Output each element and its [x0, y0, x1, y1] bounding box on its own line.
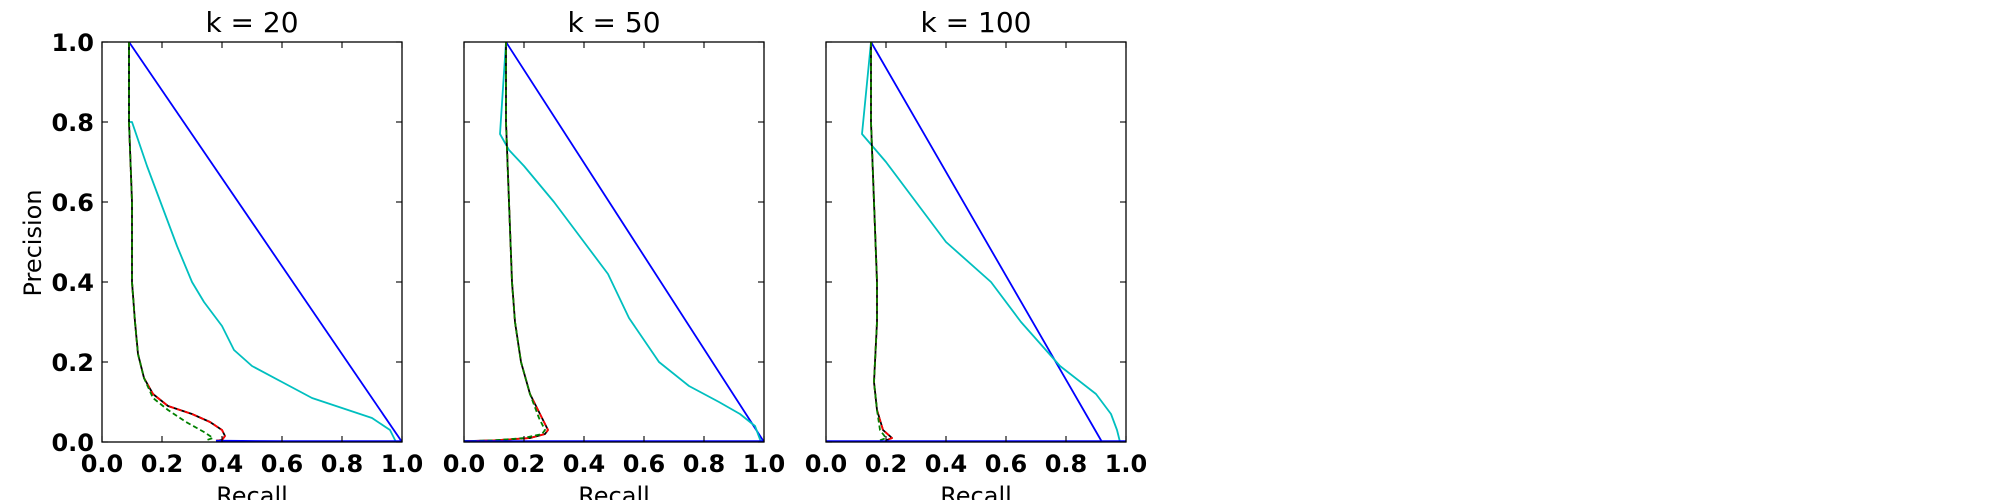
y-axis-label: Precision [19, 189, 47, 296]
x-tick-label: 0.4 [925, 450, 968, 478]
panel-3: k = 100 0.0 0.2 0.4 0.6 0.8 1.0 Recall [805, 6, 1148, 500]
panels: k = 20 0.0 0.2 0.4 0.6 0.8 1.0 0.0 0.2 0.4 0.6 0.8 1… [51, 6, 1147, 500]
series-line-5 [463, 42, 546, 443]
x-tick-label: 0.6 [623, 450, 666, 478]
x-tick-label: 1.0 [381, 450, 424, 478]
series-line-5 [870, 42, 887, 442]
x-axis-label: Recall [940, 482, 1012, 500]
series-line-2 [861, 41, 1121, 443]
x-tick-label: 0.2 [865, 450, 908, 478]
y-tick-label: 1.0 [51, 29, 94, 57]
y-tick-label: 0.0 [51, 429, 94, 457]
series-line-5 [128, 42, 214, 441]
x-tick-label: 0.2 [503, 450, 546, 478]
axes-frame [101, 41, 403, 443]
y-tick-label: 0.6 [51, 189, 94, 217]
panel-title: k = 50 [567, 6, 660, 39]
series-line-2 [128, 42, 397, 443]
panel-1: k = 20 0.0 0.2 0.4 0.6 0.8 1.0 0.0 0.2 0.4 0.6 0.8 1… [51, 6, 423, 500]
x-axis-label: Recall [578, 482, 650, 500]
x-tick-label: 0.0 [805, 450, 848, 478]
x-tick-label: 0.4 [201, 450, 244, 478]
x-tick-label: 0.0 [81, 450, 124, 478]
y-tick-label: 0.2 [51, 349, 94, 377]
x-tick-label: 0.4 [563, 450, 606, 478]
panel-2: k = 50 0.0 0.2 0.4 0.6 0.8 1.0 Recall [443, 6, 786, 500]
x-tick-label: 1.0 [743, 450, 786, 478]
panel-title: k = 20 [205, 6, 298, 39]
x-tick-label: 0.6 [261, 450, 304, 478]
series-line-1 [870, 41, 1103, 443]
y-tick-label: 0.4 [51, 269, 94, 297]
series-line-2 [499, 41, 762, 443]
x-axis-label: Recall [216, 482, 288, 500]
series-line-3 [128, 42, 226, 442]
series-line-1 [505, 41, 765, 443]
axes-frame [825, 41, 1127, 443]
axes-frame [463, 41, 765, 443]
series-line-4 [128, 42, 226, 442]
x-tick-label: 0.8 [321, 450, 364, 478]
y-tick-label: 0.8 [51, 109, 94, 137]
panel-title: k = 100 [921, 6, 1032, 39]
x-tick-label: 0.8 [683, 450, 726, 478]
x-tick-label: 0.8 [1045, 450, 1088, 478]
x-tick-label: 1.0 [1105, 450, 1148, 478]
x-tick-label: 0.2 [141, 450, 184, 478]
x-tick-label: 0.6 [985, 450, 1028, 478]
series-line-1 [128, 41, 403, 443]
x-tick-label: 0.0 [443, 450, 486, 478]
